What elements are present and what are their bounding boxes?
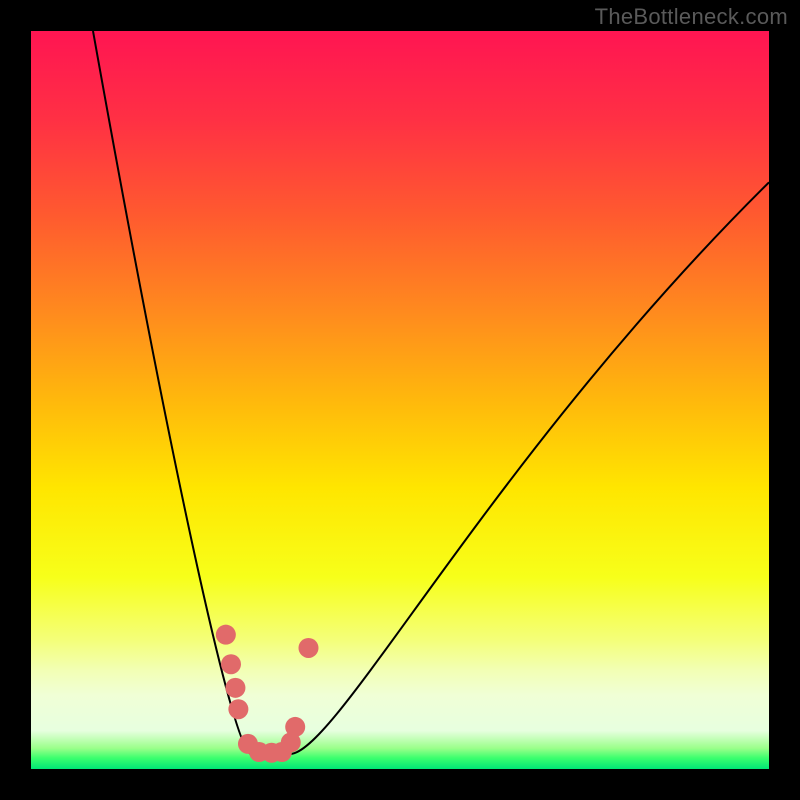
data-marker: [225, 678, 245, 698]
data-marker: [228, 699, 248, 719]
chart-svg: [31, 31, 769, 769]
plot-area: [31, 31, 769, 769]
data-marker: [216, 625, 236, 645]
chart-container: TheBottleneck.com: [0, 0, 800, 800]
gradient-background: [31, 31, 769, 769]
data-marker: [285, 717, 305, 737]
data-marker: [298, 638, 318, 658]
watermark-label: TheBottleneck.com: [595, 4, 788, 30]
data-marker: [221, 654, 241, 674]
